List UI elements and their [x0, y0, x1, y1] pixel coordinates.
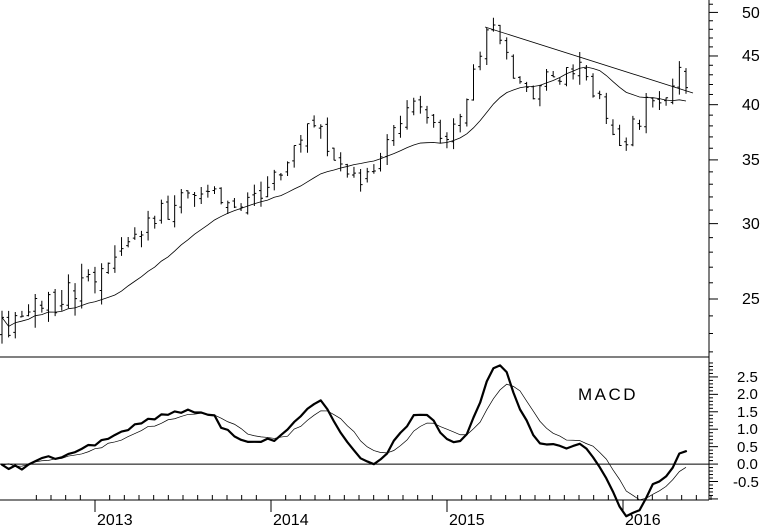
svg-text:0.5: 0.5 — [737, 439, 758, 456]
svg-text:-0.5: -0.5 — [733, 474, 759, 491]
svg-text:2014: 2014 — [273, 512, 309, 529]
svg-text:2.0: 2.0 — [737, 386, 758, 403]
svg-text:2015: 2015 — [449, 512, 485, 529]
svg-text:2016: 2016 — [625, 512, 661, 529]
svg-text:2.5: 2.5 — [737, 369, 758, 386]
svg-text:MACD: MACD — [578, 385, 638, 404]
svg-text:25: 25 — [742, 291, 760, 308]
svg-text:45: 45 — [742, 48, 760, 65]
svg-text:1.5: 1.5 — [737, 404, 758, 421]
svg-text:40: 40 — [742, 97, 760, 114]
svg-text:2013: 2013 — [97, 512, 133, 529]
svg-text:50: 50 — [742, 5, 760, 22]
svg-text:1.0: 1.0 — [737, 421, 758, 438]
svg-text:30: 30 — [742, 216, 760, 233]
svg-text:35: 35 — [742, 152, 760, 169]
svg-text:0.0: 0.0 — [737, 456, 758, 473]
